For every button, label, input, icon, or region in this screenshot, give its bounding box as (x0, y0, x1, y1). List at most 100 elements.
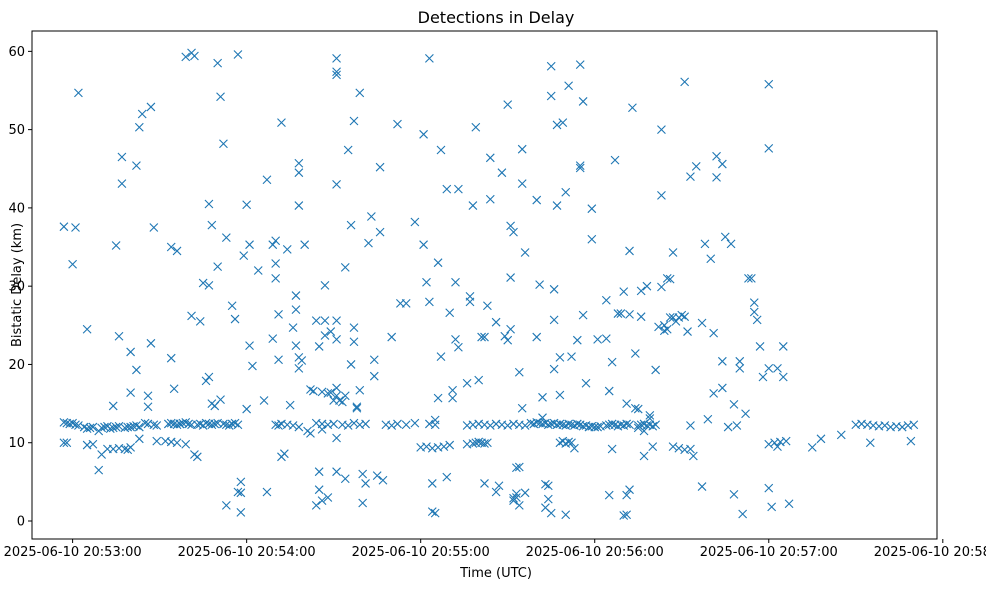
data-point (152, 436, 162, 446)
data-point (532, 195, 542, 205)
data-point (71, 420, 80, 430)
data-point (616, 309, 626, 318)
data-point (82, 424, 92, 434)
data-point (659, 326, 669, 336)
data-point (674, 443, 684, 453)
data-point (512, 489, 521, 498)
data-point (630, 349, 640, 358)
data-point (712, 172, 721, 182)
data-point (126, 388, 136, 398)
data-point (503, 100, 513, 109)
data-point (436, 145, 446, 155)
data-point (140, 418, 150, 428)
data-point (233, 420, 243, 430)
data-point (288, 421, 298, 430)
data-point (726, 239, 736, 249)
y-axis: 0 10 20 30 40 50 60 (8, 45, 32, 529)
data-point (717, 159, 727, 169)
data-point (514, 462, 524, 472)
data-point (506, 324, 515, 334)
data-point (564, 81, 574, 91)
y-tick-label: 20 (8, 358, 25, 373)
data-point (625, 420, 634, 430)
data-point (166, 418, 176, 428)
data-point (172, 246, 182, 256)
data-point (642, 281, 652, 291)
data-point (836, 430, 846, 440)
data-point (448, 393, 457, 403)
x-tick-label: 2025-06-10 20:57:00 (700, 545, 838, 560)
data-point (665, 313, 675, 322)
data-point (59, 222, 69, 232)
data-point (88, 439, 98, 449)
data-point (735, 363, 745, 373)
data-point (236, 477, 246, 487)
data-point (132, 421, 141, 430)
data-point (59, 438, 69, 448)
data-point (169, 384, 179, 394)
data-point (480, 479, 489, 488)
data-point (657, 282, 666, 292)
data-point (622, 510, 632, 520)
data-point (442, 472, 452, 482)
data-point (308, 386, 318, 396)
data-point (335, 396, 344, 405)
data-point (181, 52, 191, 62)
data-point (561, 187, 571, 197)
data-point (662, 273, 672, 283)
data-point (746, 273, 756, 283)
data-point (291, 305, 301, 315)
data-point (195, 317, 205, 326)
data-point (126, 347, 136, 357)
data-point (491, 487, 501, 497)
data-point (471, 122, 481, 132)
data-point (668, 442, 678, 452)
data-point (480, 332, 489, 342)
data-point (686, 172, 695, 181)
data-point (288, 323, 298, 333)
data-point (108, 401, 118, 411)
data-point (410, 418, 420, 428)
data-point (564, 419, 574, 429)
data-point (575, 161, 585, 171)
data-point (485, 421, 495, 430)
data-point (219, 419, 228, 429)
data-point (259, 396, 269, 405)
data-point (665, 274, 675, 284)
data-point (558, 118, 568, 127)
data-point (587, 234, 597, 244)
data-point (613, 309, 623, 318)
data-point (657, 190, 666, 200)
data-point (454, 184, 463, 194)
data-point (749, 298, 759, 308)
data-point (366, 212, 376, 221)
data-point (735, 356, 745, 366)
data-point (474, 437, 484, 447)
x-tick-label: 2025-06-10 20:56:00 (526, 545, 664, 560)
data-point (216, 395, 225, 405)
data-point (355, 385, 365, 395)
data-point (294, 158, 304, 168)
data-point (509, 227, 518, 237)
data-point (349, 116, 359, 126)
data-point (607, 357, 617, 367)
data-point (625, 246, 634, 256)
data-point (274, 355, 283, 365)
data-point (424, 297, 434, 307)
data-point (546, 508, 556, 518)
data-point (552, 201, 562, 210)
data-point (546, 61, 556, 71)
data-point (204, 281, 214, 290)
data-point (227, 301, 237, 311)
data-point (401, 420, 411, 430)
data-point (245, 341, 254, 351)
data-point (688, 451, 698, 461)
data-point (161, 436, 170, 446)
data-point (465, 291, 475, 301)
data-point (517, 403, 527, 413)
data-point (433, 258, 443, 268)
data-point (778, 372, 788, 382)
data-point (738, 509, 748, 519)
data-point (378, 475, 388, 485)
